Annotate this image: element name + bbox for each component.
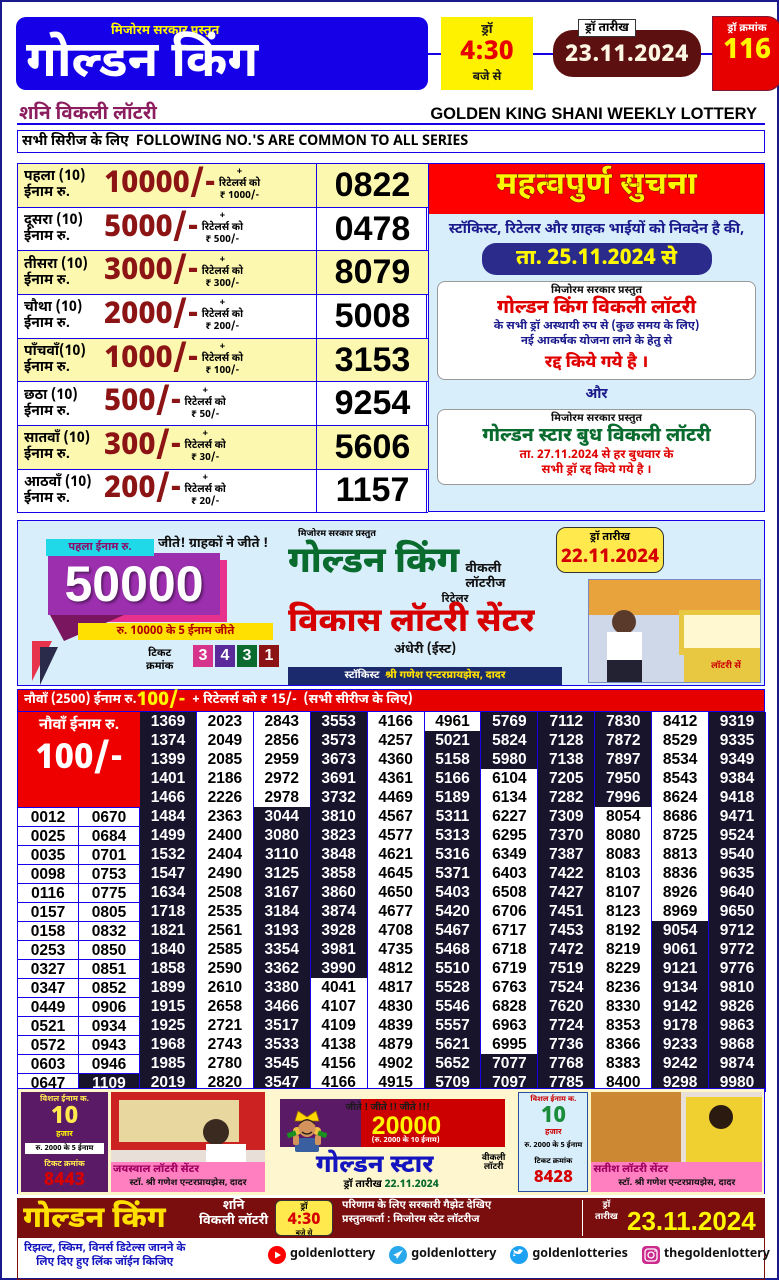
svg-text:लॉटरी सें: लॉटरी सें bbox=[711, 659, 742, 672]
